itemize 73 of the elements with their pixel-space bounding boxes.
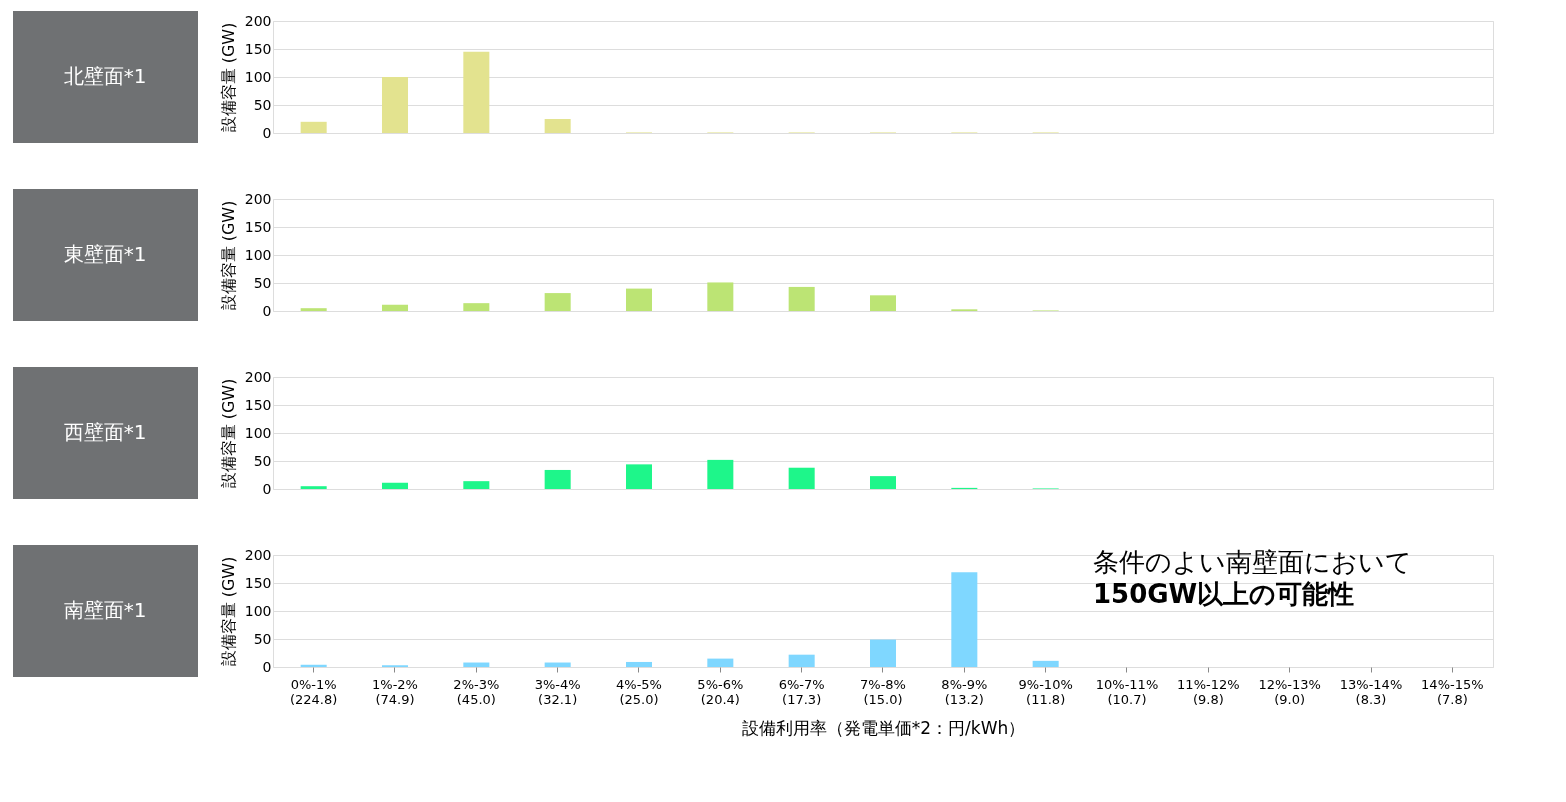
y-tick-label: 150 bbox=[244, 218, 272, 235]
bar bbox=[381, 304, 409, 311]
bar bbox=[300, 664, 327, 667]
bar bbox=[381, 77, 409, 133]
y-tick-label: 200 bbox=[244, 546, 272, 563]
bar bbox=[300, 486, 327, 489]
bar bbox=[300, 121, 327, 133]
bar bbox=[869, 476, 897, 489]
x-tick-label: 3%-4% (32.1) bbox=[534, 676, 581, 707]
bar bbox=[788, 286, 815, 311]
y-tick-label: 50 bbox=[253, 630, 272, 647]
y-tick-label: 150 bbox=[244, 40, 272, 57]
y-tick-label: 200 bbox=[244, 12, 272, 29]
text: 北壁面*1 bbox=[63, 64, 147, 88]
x-tick-label: 0%-1% (224.8) bbox=[289, 676, 338, 707]
text: 南壁面*1 bbox=[63, 598, 147, 622]
x-tick-label: 11%-12% (9.8) bbox=[1177, 676, 1240, 707]
y-tick-label: 100 bbox=[244, 68, 272, 85]
bar bbox=[707, 282, 734, 311]
bar bbox=[381, 482, 409, 489]
x-tick-label: 7%-8% (15.0) bbox=[860, 676, 906, 707]
y-tick-label: 150 bbox=[244, 574, 272, 591]
y-axis-title: 設備容量 (GW) bbox=[218, 556, 238, 667]
x-tick-label: 9%-10% (11.8) bbox=[1018, 676, 1073, 707]
bar bbox=[788, 467, 815, 489]
bar bbox=[625, 464, 653, 489]
x-tick-label: 5%-6% (20.4) bbox=[697, 676, 744, 707]
y-tick-label: 0 bbox=[262, 302, 272, 319]
y-tick-label: 100 bbox=[244, 246, 272, 263]
text: 東壁面*1 bbox=[63, 242, 147, 266]
bar bbox=[788, 654, 815, 667]
y-tick-label: 0 bbox=[262, 480, 272, 497]
y-axis-title: 設備容量 (GW) bbox=[218, 22, 238, 133]
bar bbox=[463, 303, 490, 311]
y-tick-label: 50 bbox=[253, 452, 272, 469]
y-tick-label: 150 bbox=[244, 396, 272, 413]
bar bbox=[869, 639, 897, 667]
x-tick-label: 13%-14% (8.3) bbox=[1339, 676, 1403, 707]
bar bbox=[707, 658, 734, 667]
bar bbox=[625, 661, 653, 667]
bar bbox=[544, 469, 571, 489]
x-tick-label: 2%-3% (45.0) bbox=[453, 676, 500, 707]
bar bbox=[625, 288, 653, 311]
x-tick-label: 1%-2% (74.9) bbox=[372, 676, 418, 707]
x-tick-label: 8%-9% (13.2) bbox=[941, 676, 988, 707]
bar bbox=[463, 481, 490, 489]
annotation: 150GW以上の可能性 bbox=[1093, 579, 1355, 609]
bar bbox=[951, 572, 978, 667]
y-tick-label: 50 bbox=[253, 96, 272, 113]
y-axis-title: 設備容量 (GW) bbox=[218, 378, 238, 489]
bar bbox=[544, 119, 571, 133]
bar bbox=[544, 293, 571, 311]
x-tick-label: 14%-15% (7.8) bbox=[1421, 676, 1484, 707]
y-tick-label: 0 bbox=[262, 124, 272, 141]
bar bbox=[1032, 660, 1059, 667]
text: 西壁面*1 bbox=[63, 420, 147, 444]
y-tick-label: 100 bbox=[244, 424, 272, 441]
annotation: 条件のよい南壁面において bbox=[1093, 547, 1412, 577]
y-tick-label: 50 bbox=[253, 274, 272, 291]
x-tick-label: 4%-5% (25.0) bbox=[616, 676, 662, 707]
y-tick-label: 100 bbox=[244, 602, 272, 619]
bar bbox=[463, 51, 490, 133]
x-axis-title: 設備利用率（発電単価*2：円/kWh） bbox=[741, 717, 1026, 738]
y-tick-label: 200 bbox=[244, 190, 272, 207]
bar bbox=[707, 459, 734, 489]
bar bbox=[300, 308, 327, 311]
y-tick-label: 200 bbox=[244, 368, 272, 385]
y-tick-label: 0 bbox=[262, 658, 272, 675]
x-tick-label: 6%-7% (17.3) bbox=[778, 676, 825, 707]
y-axis-title: 設備容量 (GW) bbox=[218, 200, 238, 311]
x-tick-label: 10%-11% (10.7) bbox=[1095, 676, 1159, 707]
x-tick-label: 12%-13% (9.0) bbox=[1258, 676, 1321, 707]
bar bbox=[869, 295, 897, 311]
